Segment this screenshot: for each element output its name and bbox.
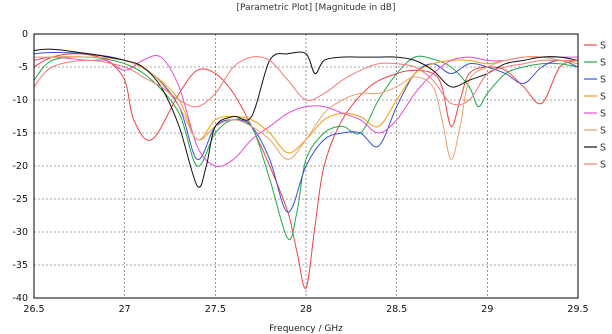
- x-tick-label: 28: [300, 304, 312, 315]
- series-lines: [33, 48, 579, 289]
- y-axis-ticks: 0 -5 -10 -15 -20 -25 -30 -35 -40: [12, 29, 28, 304]
- chart-title: [Parametric Plot] [Magnitude in dB]: [237, 3, 396, 13]
- legend-label-5: S: [600, 109, 606, 120]
- y-tick-label: -20: [12, 161, 28, 172]
- x-tick-label: 27.5: [205, 304, 226, 315]
- y-tick-label: -15: [12, 128, 28, 139]
- series-line-3: [33, 51, 579, 213]
- legend-label-3: S: [600, 75, 606, 86]
- legend-label-8: S: [600, 160, 606, 171]
- series-line-5: [33, 54, 578, 168]
- series-line-2: [33, 55, 579, 241]
- plot-frame: [33, 33, 579, 299]
- y-tick-label: 0: [22, 29, 28, 40]
- y-tick-label: -40: [12, 293, 28, 304]
- y-tick-label: -10: [12, 95, 28, 106]
- legend-label-6: S: [600, 126, 606, 137]
- x-axis-ticks: 26.5 27 27.5 28 28.5 29 29.5: [23, 304, 588, 315]
- series-line-8: [33, 56, 578, 108]
- x-tick-label: 29: [481, 304, 493, 315]
- series-line-4: [33, 56, 579, 154]
- legend-label-2: S: [600, 58, 606, 69]
- x-tick-label: 28.5: [386, 304, 407, 315]
- legend-label-1: S: [600, 41, 606, 52]
- x-tick-label: 29.5: [567, 304, 588, 315]
- y-tick-label: -35: [12, 260, 28, 271]
- x-tick-label: 26.5: [23, 304, 44, 315]
- y-tick-label: -25: [12, 194, 28, 205]
- y-tick-label: -30: [12, 227, 28, 238]
- legend-label-4: S: [600, 92, 606, 103]
- x-axis-label: Frequency / GHz: [269, 324, 343, 334]
- series-line-1: [33, 53, 579, 289]
- legend-label-7: S: [600, 143, 606, 154]
- x-tick-label: 27: [119, 304, 131, 315]
- series-line-6: [33, 56, 579, 160]
- y-tick-label: -5: [19, 62, 28, 73]
